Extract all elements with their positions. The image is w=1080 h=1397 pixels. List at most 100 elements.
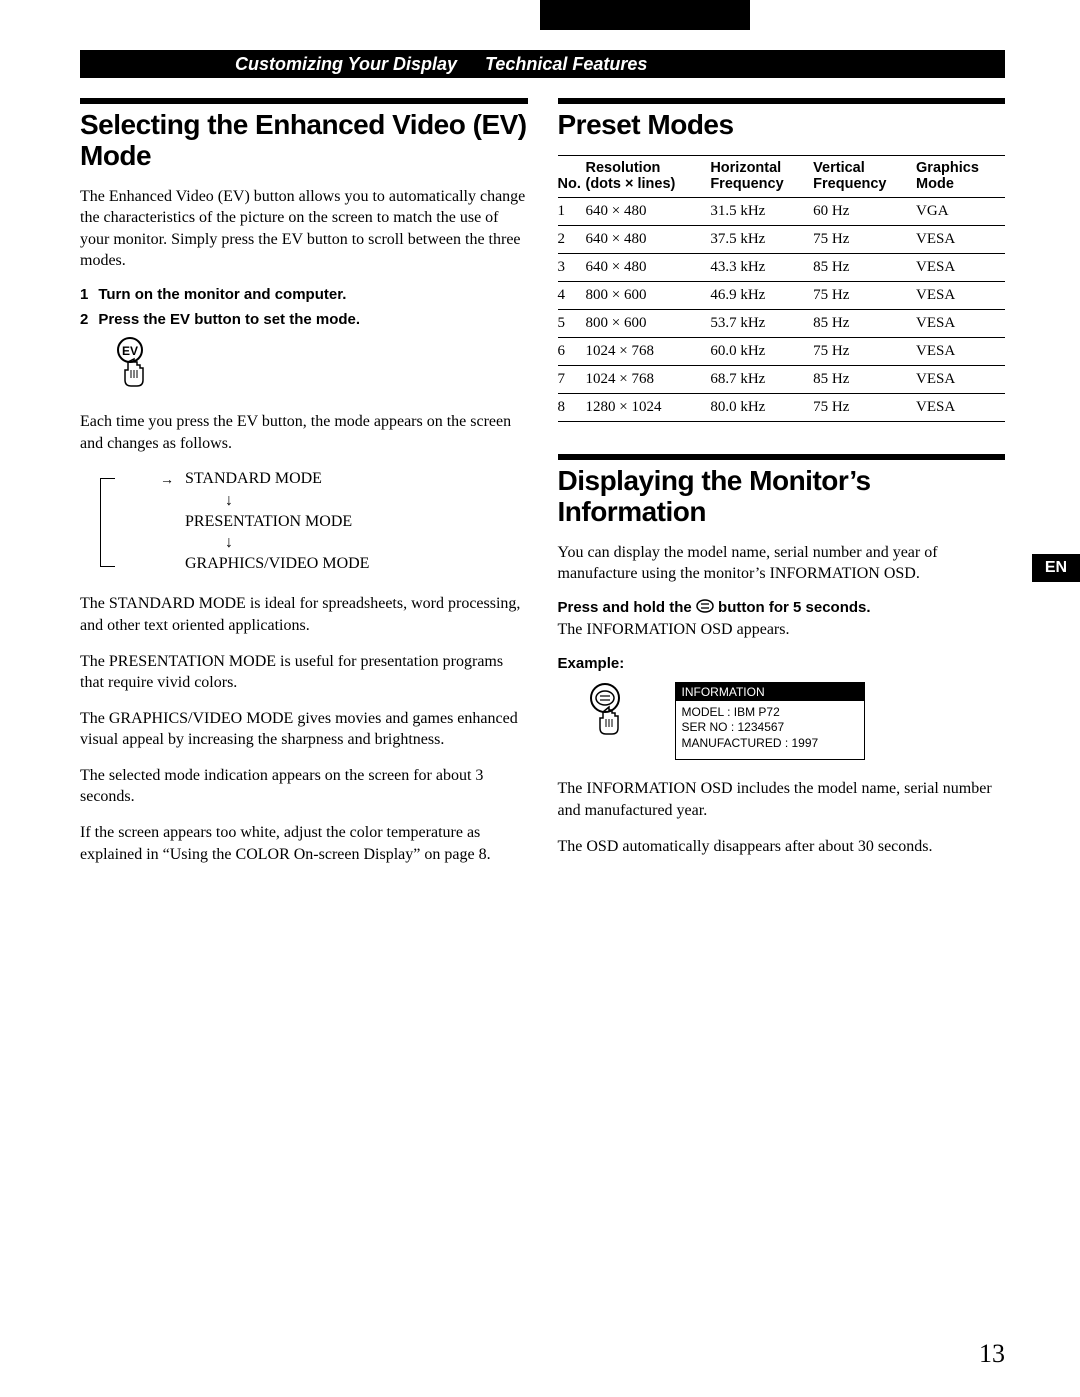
manual-page: Customizing Your Display Technical Featu… (0, 0, 1080, 1397)
section-rule (80, 98, 528, 104)
svg-text:EV: EV (122, 344, 138, 358)
table-cell: 68.7 kHz (710, 366, 813, 394)
preset-modes-title: Preset Modes (558, 110, 1006, 141)
table-row: 71024 × 76868.7 kHz85 HzVESA (558, 366, 1006, 394)
col-gmode: Graphics Mode (916, 155, 1005, 197)
example-label: Example: (558, 655, 1006, 672)
table-cell: 640 × 480 (586, 226, 711, 254)
ev-mode-title: Selecting the Enhanced Video (EV) Mode (80, 110, 528, 172)
table-cell: 1280 × 1024 (586, 394, 711, 422)
p-white: If the screen appears too white, adjust … (80, 822, 528, 865)
table-cell: 85 Hz (813, 310, 916, 338)
top-accent-bar (540, 0, 750, 30)
page-number: 13 (979, 1339, 1005, 1369)
section-rule (558, 98, 1006, 104)
info-disappears: The OSD automatically disappears after a… (558, 836, 1006, 858)
info-includes: The INFORMATION OSD includes the model n… (558, 778, 1006, 821)
col-resolution: Resolution (dots × lines) (586, 155, 711, 197)
table-cell: VESA (916, 254, 1005, 282)
col-hfreq: Horizontal Frequency (710, 155, 813, 197)
table-cell: 1 (558, 198, 586, 226)
table-cell: 75 Hz (813, 226, 916, 254)
info-intro: You can display the model name, serial n… (558, 542, 1006, 585)
press-hold-instruction: Press and hold the button for 5 seconds. (558, 599, 1006, 617)
step-number: 1 (80, 286, 88, 303)
table-cell: 53.7 kHz (710, 310, 813, 338)
osd-serial: SER NO : 1234567 (682, 720, 858, 736)
table-cell: 46.9 kHz (710, 282, 813, 310)
loop-connector (100, 478, 115, 567)
table-cell: 8 (558, 394, 586, 422)
step-text: Press the EV button to set the mode. (98, 311, 360, 328)
ev-after-icon: Each time you press the EV button, the m… (80, 411, 528, 454)
table-cell: VESA (916, 338, 1005, 366)
step-number: 2 (80, 311, 88, 328)
arrow-right-icon: → (160, 471, 174, 491)
arrow-down-icon: ↓ (130, 535, 528, 551)
mode-presentation: PRESENTATION MODE (185, 513, 352, 530)
p-graphics: The GRAPHICS/VIDEO MODE gives movies and… (80, 708, 528, 751)
table-cell: 80.0 kHz (710, 394, 813, 422)
ev-intro: The Enhanced Video (EV) button allows yo… (80, 186, 528, 272)
menu-button-icon (696, 599, 714, 617)
table-cell: 31.5 kHz (710, 198, 813, 226)
table-row: 5800 × 60053.7 kHz85 HzVESA (558, 310, 1006, 338)
step-2: 2 Press the EV button to set the mode. (80, 311, 528, 328)
preset-modes-table: No. Resolution (dots × lines) Horizontal… (558, 155, 1006, 422)
p-standard: The STANDARD MODE is ideal for spreadshe… (80, 593, 528, 636)
table-row: 4800 × 60046.9 kHz75 HzVESA (558, 282, 1006, 310)
table-cell: VESA (916, 366, 1005, 394)
table-cell: 85 Hz (813, 254, 916, 282)
table-cell: 640 × 480 (586, 198, 711, 226)
content-columns: Selecting the Enhanced Video (EV) Mode T… (80, 98, 1005, 1337)
step-text: Turn on the monitor and computer. (98, 286, 346, 303)
table-cell: VESA (916, 394, 1005, 422)
table-cell: 1024 × 768 (586, 366, 711, 394)
table-cell: VESA (916, 226, 1005, 254)
left-column: Selecting the Enhanced Video (EV) Mode T… (80, 98, 528, 1337)
table-row: 1640 × 48031.5 kHz60 HzVGA (558, 198, 1006, 226)
table-cell: 3 (558, 254, 586, 282)
table-cell: 4 (558, 282, 586, 310)
table-cell: 800 × 600 (586, 310, 711, 338)
table-row: 3640 × 48043.3 kHz85 HzVESA (558, 254, 1006, 282)
table-cell: 60 Hz (813, 198, 916, 226)
table-cell: VGA (916, 198, 1005, 226)
table-cell: 2 (558, 226, 586, 254)
table-cell: 640 × 480 (586, 254, 711, 282)
info-appears: The INFORMATION OSD appears. (558, 619, 1006, 641)
display-info-title: Displaying the Monitor’s Information (558, 466, 1006, 528)
table-row: 2640 × 48037.5 kHz75 HzVESA (558, 226, 1006, 254)
table-row: 81280 × 102480.0 kHz75 HzVESA (558, 394, 1006, 422)
table-cell: 43.3 kHz (710, 254, 813, 282)
table-cell: 6 (558, 338, 586, 366)
table-cell: 75 Hz (813, 338, 916, 366)
info-example-row: INFORMATION MODEL : IBM P72 SER NO : 123… (558, 682, 1006, 761)
table-cell: 7 (558, 366, 586, 394)
table-cell: VESA (916, 282, 1005, 310)
table-cell: 1024 × 768 (586, 338, 711, 366)
table-cell: VESA (916, 310, 1005, 338)
right-column: Preset Modes No. Resolution (dots × line… (558, 98, 1006, 1337)
table-cell: 75 Hz (813, 282, 916, 310)
osd-manufactured: MANUFACTURED : 1997 (682, 736, 858, 752)
mode-cycle-diagram: → STANDARD MODE ↓ PRESENTATION MODE ↓ GRA… (80, 468, 528, 575)
mode-graphics: GRAPHICS/VIDEO MODE (185, 555, 369, 572)
osd-model: MODEL : IBM P72 (682, 705, 858, 721)
arrow-down-icon: ↓ (130, 493, 528, 509)
p-presentation: The PRESENTATION MODE is useful for pres… (80, 651, 528, 694)
table-cell: 5 (558, 310, 586, 338)
table-header-row: No. Resolution (dots × lines) Horizontal… (558, 155, 1006, 197)
menu-button-press-icon (583, 682, 635, 745)
header-technical: Technical Features (475, 50, 1005, 78)
language-tab: EN (1032, 554, 1080, 582)
table-cell: 75 Hz (813, 394, 916, 422)
mode-standard: STANDARD MODE (185, 470, 322, 487)
osd-title: INFORMATION (676, 683, 864, 701)
col-vfreq: Vertical Frequency (813, 155, 916, 197)
step-1: 1 Turn on the monitor and computer. (80, 286, 528, 303)
header-customizing: Customizing Your Display (80, 50, 475, 78)
ev-button-press-icon: EV (110, 336, 528, 397)
table-cell: 37.5 kHz (710, 226, 813, 254)
col-no: No. (558, 155, 586, 197)
